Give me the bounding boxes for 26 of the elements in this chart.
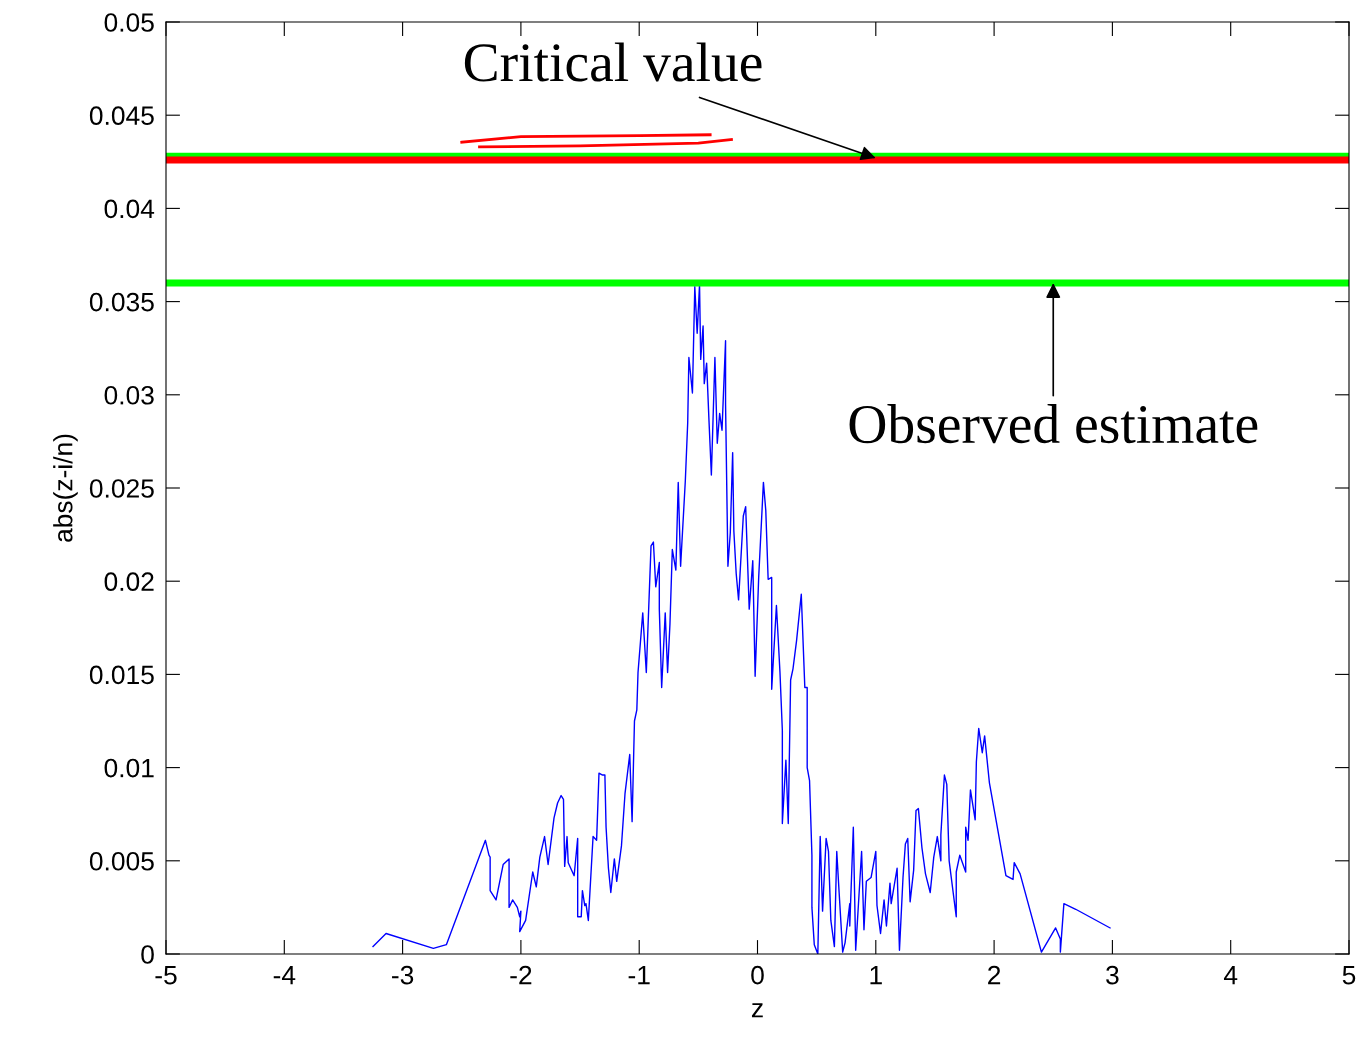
x-tick-label: 3 <box>1106 965 1119 985</box>
x-tick-label: 2 <box>988 965 1001 985</box>
x-tick-label: -4 <box>273 966 296 985</box>
x-tick-label: 5 <box>1342 966 1356 985</box>
annotation: Observed estimate <box>849 404 1258 444</box>
x-axis-title: z <box>751 1003 763 1018</box>
y-tick-label: 0.025 <box>89 479 154 498</box>
y-tick-label: 0.05 <box>104 13 154 32</box>
y-tick-label: 0.03 <box>104 385 154 405</box>
y-tick-label: 0.035 <box>89 292 154 312</box>
x-tick-label: -1 <box>628 966 650 985</box>
y-tick-label: 0.015 <box>89 665 154 685</box>
x-tick-label: -2 <box>510 965 532 985</box>
x-tick-label: 4 <box>1223 966 1238 985</box>
y-tick-label: 0.01 <box>104 758 154 778</box>
y-axis-title: abs(z-i/n) <box>53 434 78 542</box>
y-tick-label: 0.02 <box>104 572 154 592</box>
annotation: Critical value <box>464 42 762 82</box>
y-tick-label: 0.045 <box>89 106 154 126</box>
x-tick-label: -3 <box>392 965 414 985</box>
x-tick-label: 0 <box>751 965 764 985</box>
y-tick-label: 0.005 <box>89 851 154 871</box>
y-tick-label: 0.04 <box>104 199 155 219</box>
x-tick-label: 1 <box>870 966 882 985</box>
x-tick-label: -5 <box>155 966 177 985</box>
y-tick-label: 0 <box>141 945 154 964</box>
